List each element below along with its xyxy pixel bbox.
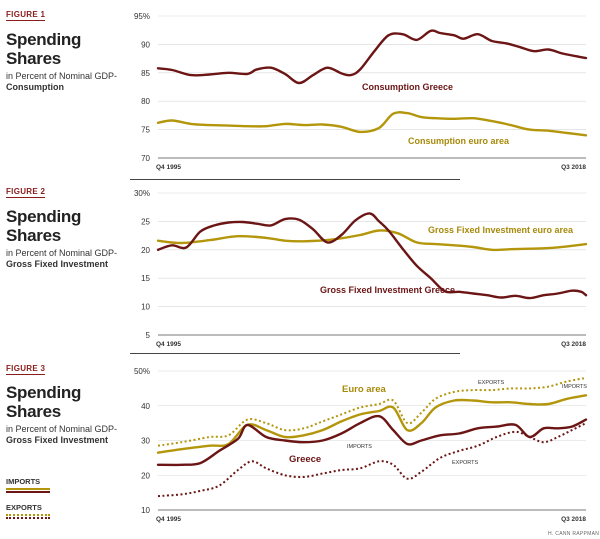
series-label: Consumption euro area xyxy=(408,136,510,146)
y-tick-label: 10 xyxy=(141,303,150,312)
chart-annotation: Euro area xyxy=(342,384,387,395)
figure-2-title: Spending Shares xyxy=(6,207,82,245)
x-start-label: Q4 1995 xyxy=(156,164,181,171)
x-start-label: Q4 1995 xyxy=(156,516,181,523)
y-tick-label: 10 xyxy=(141,506,150,515)
chart-annotation: Greece xyxy=(289,454,321,465)
figure-3-label: FIGURE 3 xyxy=(6,364,46,375)
y-tick-label: 95% xyxy=(134,12,150,21)
y-tick-label: 20 xyxy=(141,471,150,480)
figure-2-chart: 30% 25 20 15 10 5 Q4 1995 Q3 2018 Gross Fixed In… xyxy=(134,189,588,348)
y-tick-label: 5 xyxy=(146,331,151,340)
y-tick-label: 25 xyxy=(141,217,150,226)
figure-1-chart: 95% 90 85 80 75 70 Q4 1995 Q3 2018 Consumption G… xyxy=(134,12,588,171)
legend-imports-line-2 xyxy=(6,491,50,493)
series-line-euro-area-imports xyxy=(156,394,588,454)
y-tick-label: 75 xyxy=(141,126,150,135)
figure-2-divider xyxy=(130,353,460,354)
figure-3-subtitle-text: in Percent of Nominal GDP- xyxy=(6,424,118,434)
series-label: Consumption Greece xyxy=(362,82,453,92)
series-line-euro-area-exports xyxy=(157,377,587,447)
series-line-greece-exports xyxy=(157,422,587,498)
legend-exports-line xyxy=(6,514,50,516)
figure-1-subtitle-text: in Percent of Nominal GDP- xyxy=(6,71,118,81)
credit-text: H. CANN RAPPMAN xyxy=(548,531,600,537)
x-end-label: Q3 2018 xyxy=(561,341,586,348)
series-line-gross-fixed-investment-greece xyxy=(156,212,588,300)
legend-exports-label: EXPORTS xyxy=(6,503,42,512)
figure-2-subtitle-text: in Percent of Nominal GDP- xyxy=(6,248,118,258)
y-tick-label: 30 xyxy=(141,437,150,446)
figure-1-subtitle: in Percent of Nominal GDP-Consumption xyxy=(6,71,126,93)
y-tick-label: 40 xyxy=(141,402,150,411)
figure-3-title: Spending Shares xyxy=(6,383,82,421)
chart-annotation: IMPORTS xyxy=(562,384,587,390)
series-line-consumption-euro-area xyxy=(156,111,588,137)
chart-annotation: EXPORTS xyxy=(478,380,505,386)
figure-3-subtitle: in Percent of Nominal GDP-Gross Fixed In… xyxy=(6,424,126,446)
figure-2-subtitle: in Percent of Nominal GDP-Gross Fixed In… xyxy=(6,248,126,270)
figure-3-chart: 50% 40 30 20 10 Q4 1995 Q3 2018 Euro area Greece… xyxy=(134,367,588,523)
chart-annotation: EXPORTS xyxy=(452,460,479,466)
y-tick-label: 70 xyxy=(141,154,150,163)
figure-3-subtitle-bold: Gross Fixed Investment xyxy=(6,435,109,445)
series-line-consumption-greece xyxy=(156,29,588,85)
figure-2-subtitle-bold: Gross Fixed Investment xyxy=(6,259,109,269)
y-tick-label: 90 xyxy=(141,40,150,49)
legend-imports-line xyxy=(6,488,50,490)
y-tick-label: 80 xyxy=(141,97,150,106)
figure-1-label: FIGURE 1 xyxy=(6,10,46,21)
legend-exports-line-2 xyxy=(6,517,50,519)
y-tick-label: 30% xyxy=(134,189,150,198)
figure-1-subtitle-bold: Consumption xyxy=(6,82,64,92)
y-tick-label: 20 xyxy=(141,246,150,255)
x-end-label: Q3 2018 xyxy=(561,164,586,171)
figure-2-label: FIGURE 2 xyxy=(6,187,46,198)
figure-1-divider xyxy=(130,179,460,180)
legend-imports-label: IMPORTS xyxy=(6,477,41,486)
figure-1-title: Spending Shares xyxy=(6,30,82,68)
x-start-label: Q4 1995 xyxy=(156,341,181,348)
series-label: Gross Fixed Investment euro area xyxy=(428,225,574,235)
series-line-gross-fixed-investment-euro-area xyxy=(156,229,588,252)
y-tick-label: 15 xyxy=(141,274,150,283)
y-tick-label: 85 xyxy=(141,69,150,78)
series-line-greece-imports xyxy=(156,414,588,467)
chart-annotation: IMPORTS xyxy=(347,444,372,450)
x-end-label: Q3 2018 xyxy=(561,516,586,523)
y-tick-label: 50% xyxy=(134,367,150,376)
series-label: Gross Fixed Investment Greece xyxy=(320,285,455,295)
